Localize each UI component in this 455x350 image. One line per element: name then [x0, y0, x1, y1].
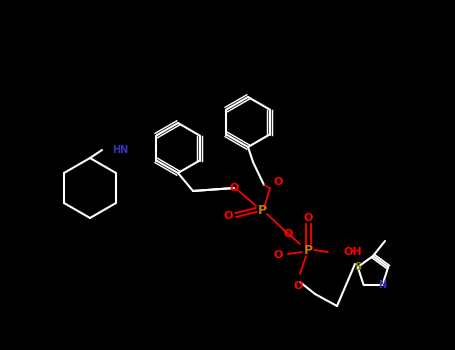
Text: O: O [273, 177, 283, 187]
Text: OH: OH [344, 247, 363, 257]
Text: O: O [229, 183, 239, 193]
Text: S: S [354, 262, 361, 272]
Text: O: O [283, 229, 293, 239]
Text: P: P [303, 244, 313, 257]
Text: O: O [223, 211, 233, 221]
Text: P: P [258, 203, 267, 217]
Text: N: N [379, 280, 386, 290]
Text: HN: HN [112, 145, 128, 155]
Text: O: O [293, 281, 303, 291]
Text: O: O [273, 250, 283, 260]
Text: O: O [303, 213, 313, 223]
